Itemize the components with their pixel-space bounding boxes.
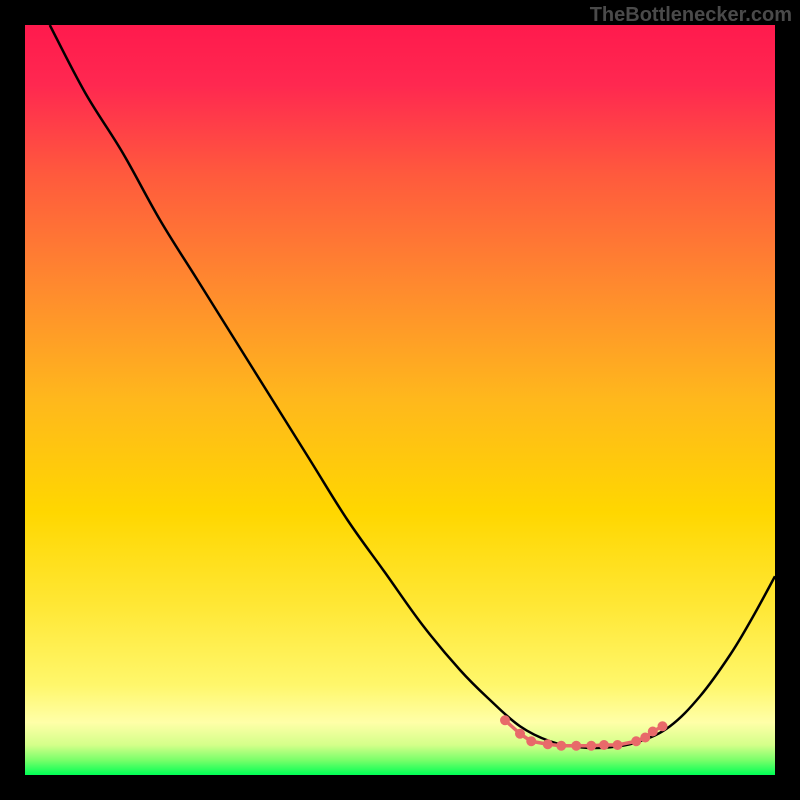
marker-point [631, 736, 641, 746]
plot-area [25, 25, 775, 775]
marker-point [571, 741, 581, 751]
bottleneck-curve [50, 25, 775, 748]
marker-point [556, 741, 566, 751]
marker-point [613, 740, 623, 750]
marker-point [586, 741, 596, 751]
marker-point [658, 721, 668, 731]
marker-point [599, 740, 609, 750]
marker-point [526, 736, 536, 746]
watermark-text: TheBottlenecker.com [590, 4, 792, 27]
marker-point [543, 739, 553, 749]
chart-container: TheBottlenecker.com [0, 0, 800, 800]
marker-series [500, 715, 668, 751]
marker-point [648, 727, 658, 737]
marker-point [515, 729, 525, 739]
marker-point [500, 715, 510, 725]
curve-layer [25, 25, 775, 775]
